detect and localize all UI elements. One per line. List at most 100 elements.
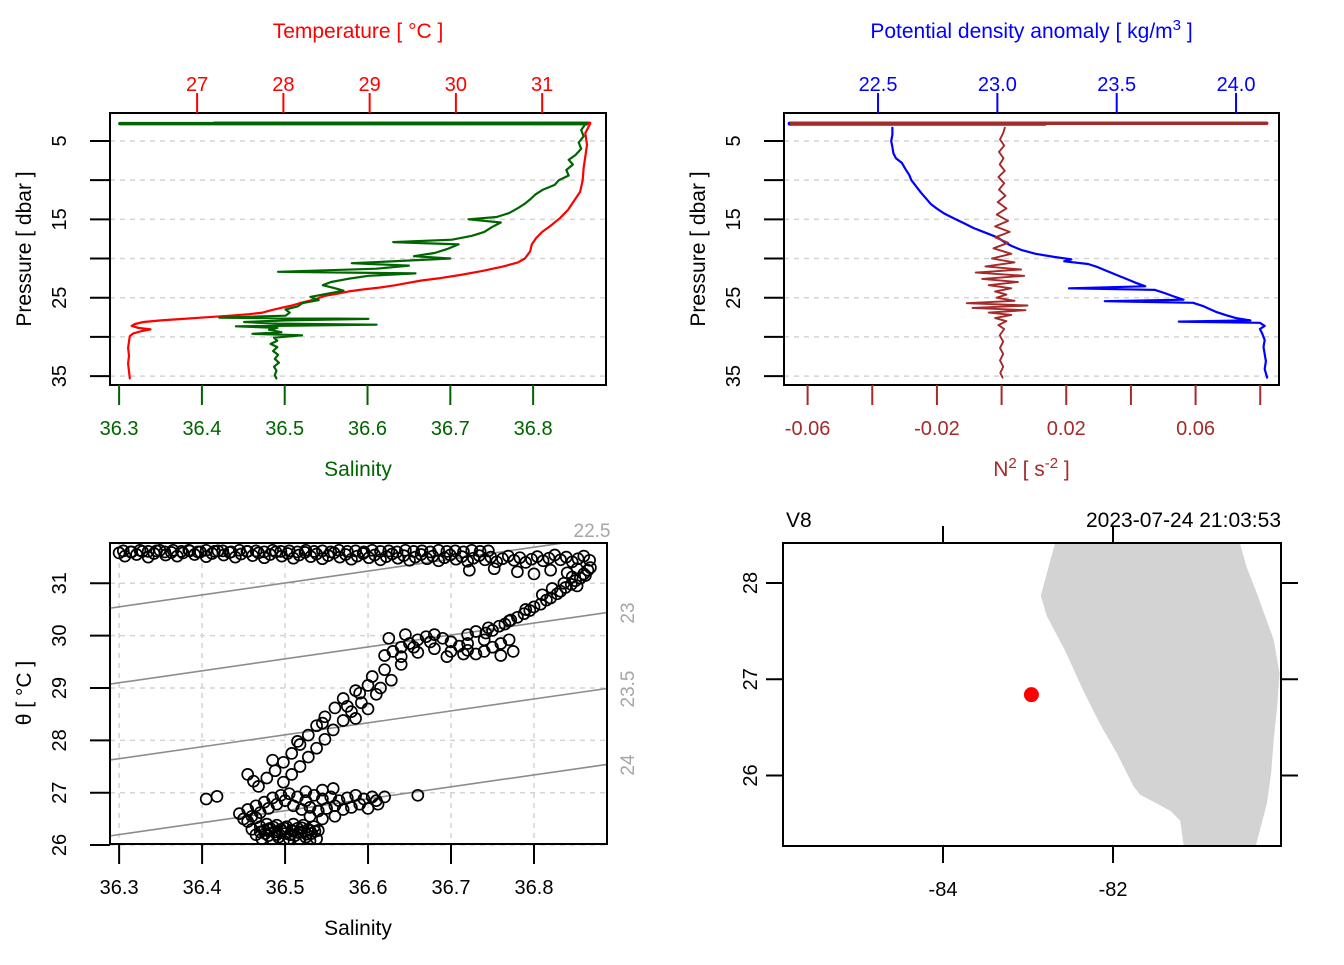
ts-point: [275, 824, 289, 838]
ts-point: [293, 738, 307, 751]
ts-point: [494, 637, 508, 650]
ts-point: [295, 803, 309, 816]
x-tick-label: 23.0: [978, 74, 1017, 96]
ts-point: [310, 719, 323, 733]
isopycnal-label: 23: [618, 602, 639, 623]
y-tick-label: 28: [49, 729, 71, 751]
ts-point: [436, 631, 450, 645]
ts-point: [291, 826, 305, 839]
ts-point: [461, 637, 474, 650]
ts-point: [490, 555, 503, 569]
ts-point: [394, 650, 408, 663]
ts-point: [340, 545, 354, 558]
x-tick-label: 36.4: [183, 877, 222, 899]
ts-point: [423, 545, 437, 559]
x-tick-label: 31: [531, 74, 553, 96]
ts-point: [511, 565, 524, 579]
pressure-axis-title: Pressure [ dbar ]: [13, 171, 36, 326]
ts-point: [391, 551, 405, 565]
ts-point: [336, 714, 350, 727]
ts-point: [554, 584, 567, 598]
ts-point: [535, 588, 549, 602]
ts-point: [247, 774, 260, 788]
ts-point: [365, 543, 379, 557]
ts-point: [374, 545, 387, 558]
ts-point: [303, 801, 317, 814]
ts-point: [320, 802, 333, 815]
ts-point: [326, 782, 340, 795]
ts-point: [285, 747, 299, 760]
ts-point: [307, 820, 321, 834]
x-tick-label: 0.06: [1176, 418, 1215, 440]
ts-point: [210, 790, 224, 803]
ts-point: [473, 545, 487, 558]
ts-point: [241, 545, 255, 558]
ts-point: [382, 631, 396, 645]
ts-point: [233, 543, 246, 557]
ts-point: [469, 625, 483, 638]
ts-point: [249, 544, 263, 558]
ts-point: [584, 561, 597, 574]
ts-point: [249, 811, 263, 825]
x-tick-label: 30: [445, 74, 467, 96]
ts-point: [378, 790, 391, 804]
plot-frame: [109, 112, 607, 386]
y-tick-label: 30: [49, 625, 71, 647]
ts-point: [158, 545, 172, 559]
ts-point: [570, 579, 584, 593]
x-tick-label: 22.5: [859, 74, 898, 96]
ts-point: [249, 799, 263, 813]
ts-point: [141, 545, 155, 558]
lat-tick-label: 27: [740, 668, 762, 690]
ts-point: [527, 567, 541, 581]
ts-point: [457, 545, 470, 559]
y-tick-label: 35: [49, 365, 71, 387]
ts-point: [199, 543, 213, 557]
ts-point: [457, 647, 470, 661]
x-tick-label: 36.7: [431, 418, 470, 440]
panel-profile-temp-sal: 5 15 25 35 27 28 29 30 31 36.3 36.4 36.5 36.6 36.7 36.…: [49, 74, 607, 440]
ts-point: [415, 544, 429, 558]
ts-point: [440, 545, 454, 558]
ts-point: [394, 658, 408, 671]
ts-point: [428, 642, 441, 656]
series-group: [787, 121, 1269, 379]
ts-point: [316, 716, 329, 730]
ts-point: [224, 545, 238, 559]
x-tick-label: 27: [186, 74, 208, 96]
ts-point: [507, 553, 521, 567]
ts-point: [432, 543, 445, 557]
ts-point: [469, 647, 483, 661]
ts-point: [411, 788, 425, 802]
ts-point: [557, 576, 571, 590]
ts-point: [318, 710, 332, 724]
panel-ts-diagram: 26 27 28 29 30 31 36.3 36.4 36.5 36.6 36.7 36.8 22.5…: [49, 521, 639, 899]
ts-point: [241, 815, 255, 828]
ts-point: [371, 797, 385, 811]
ts-point: [300, 827, 313, 841]
ts-point: [448, 544, 462, 558]
x-tick-label: 36.4: [182, 418, 221, 440]
salinity-axis-title: Salinity: [324, 458, 392, 481]
ts-point: [482, 544, 495, 558]
ts-point: [440, 650, 454, 663]
ts-point: [308, 825, 322, 838]
x-tick-label: 36.6: [348, 418, 387, 440]
ts-point: [534, 597, 547, 611]
ts-point: [283, 828, 297, 841]
ts-point: [326, 723, 340, 737]
map-station-label: V8: [786, 509, 812, 532]
ts-point: [267, 820, 280, 834]
ts-point: [274, 545, 288, 558]
ts-point: [266, 753, 279, 767]
lat-tick-label: 26: [740, 764, 762, 786]
y-tick-label: 25: [49, 287, 71, 309]
x-tick-label: 23.5: [1097, 74, 1136, 96]
lon-tick-label: -82: [1099, 879, 1128, 901]
n2-curve: [965, 126, 1029, 379]
ts-point: [208, 545, 221, 558]
ts-point: [465, 543, 479, 557]
ts-point: [175, 545, 188, 558]
